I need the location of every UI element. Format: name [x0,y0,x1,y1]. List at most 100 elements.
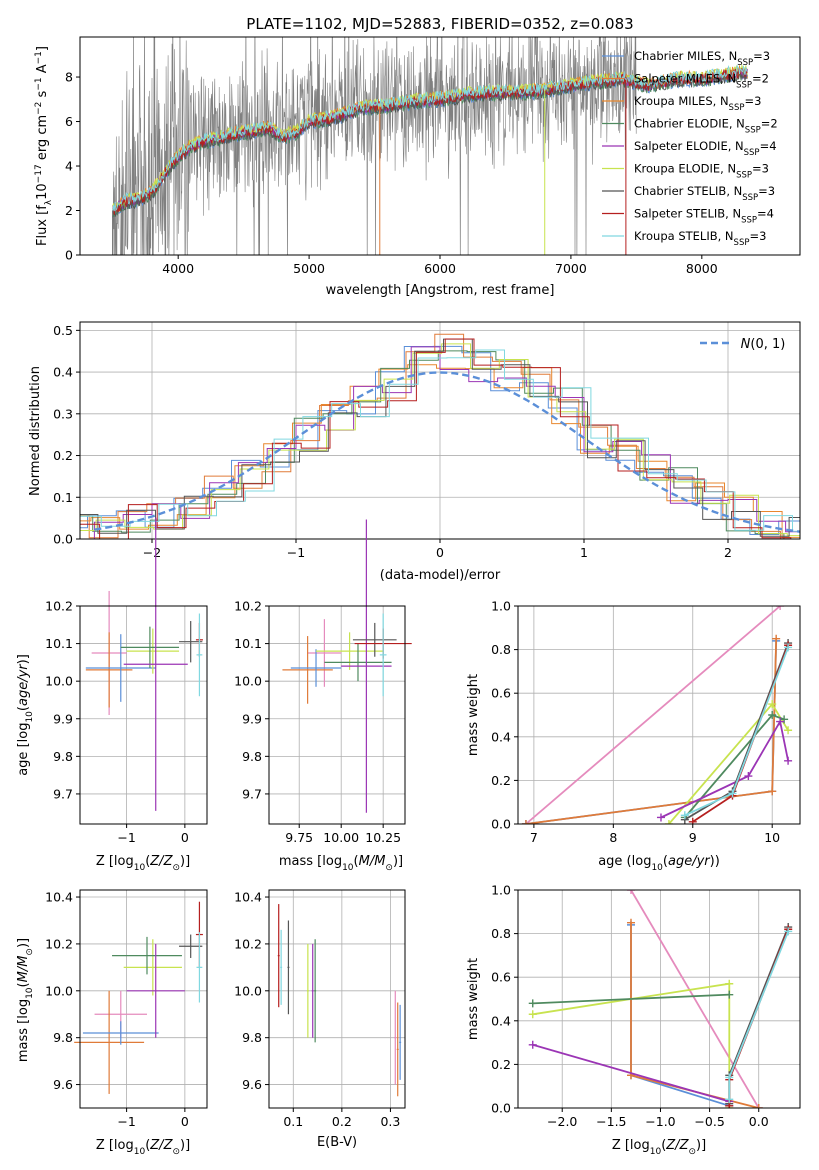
panel-ebv-mass: 0.1 0.2 0.3 9.6 9.8 10.0 10.2 10.4 E(B-V) [234,889,406,1150]
axes-frame [268,605,406,825]
spectrum-lines [112,37,748,255]
spectrum-y-label: Flux [fλ10−17 erg cm−2 s−1 A−1] [34,46,54,246]
y-tick-label: 10.0 [45,983,73,998]
model-spectrum-kroupa_stelib [112,64,748,213]
y-tick-label: 10.2 [234,599,262,614]
x-tick-label: 0 [181,830,189,845]
label-part: λ [44,199,54,205]
label-part: erg cm [35,115,50,164]
histogram-chabrier_stelib [80,338,800,537]
label-part: age [log [16,723,31,776]
plot-area-mass-age [282,519,412,813]
label-part: N [741,337,751,352]
weight-line-salpeter_miles [630,922,759,1108]
label-part: Z/Z [149,1138,173,1153]
legend-sub: SSP [736,81,752,91]
weight-marker [784,643,793,652]
y-tick-label: 0.1 [53,490,73,505]
plot-area-ebv-mass [277,904,402,1097]
weights-z-weight [528,890,793,1108]
axes-frame [517,605,801,825]
legend-entry: Kroupa ELODIE, NSSP=3 [634,162,769,181]
observed-spectrum [112,37,637,255]
legend-text: Salpeter STELIB, N [634,207,741,221]
x-tick-label: −2.0 [547,1114,577,1129]
legend-entry: Salpeter STELIB, NSSP=4 [634,207,774,226]
z-mass-x-label: Z [log10(Z/Z⊙)] [96,1138,190,1157]
y-tick-label: 2 [65,203,73,218]
x-tick-label: −0.5 [694,1114,724,1129]
y-tick-label: 10.1 [234,636,262,651]
panel-z-age: −1 09.79.89.910.010.110.2Z [log10(Z/Z⊙)]a… [16,517,208,873]
x-tick-label: 4000 [162,261,194,276]
x-tick-label: 10.00 [323,830,359,845]
y-tick-label: 0.2 [53,448,73,463]
legend-tail: =4 [760,139,777,153]
axes-z-mass: −1 09.69.810.010.210.4Z [log10(Z/Z⊙)]mass… [16,889,208,1157]
weight-line-pink [525,606,781,824]
label-part: s [35,90,50,101]
weight-marker [768,711,777,719]
z-weight-x-label: Z [log10(Z/Z⊙)] [612,1138,706,1157]
weight-marker [725,979,734,988]
label-part: ( [663,854,668,869]
age-weight-x-label: age (log10(age/yr)) [598,854,720,873]
weight-marker [776,717,785,726]
legend-sub: SSP [729,103,745,113]
plot-area-age-weight [521,606,793,824]
legend-entry: Chabrier MILES, NSSP=3 [634,49,770,68]
legend-tail: =3 [749,229,766,243]
axes-spectrum: 4000 5000 6000 7000 8000 0 2 4 6 8 wavelength [Ang… [34,36,801,298]
label-part: ⊙ [385,863,393,873]
label-part: mass [log [279,854,342,869]
x-tick-label: 10.25 [365,830,401,845]
weight-marker [521,820,530,824]
legend-sub: SSP [736,171,752,181]
label-part: ( [16,982,31,987]
errorbars-z-mass [74,901,203,1094]
y-tick-label: 9.6 [53,1077,73,1092]
legend-tail: =3 [758,184,775,198]
legend-text: Chabrier MILES, N [634,49,737,63]
legend-tail: =3 [752,162,769,176]
weight-line-pink [630,890,760,1108]
label-part: age (log [598,854,651,869]
label-part: )] [180,854,190,869]
y-tick-label: 4 [65,159,73,174]
weight-marker [528,1010,537,1019]
x-tick-label: 5000 [293,261,325,276]
legend-entry: Chabrier STELIB, NSSP=3 [634,184,775,203]
y-tick-label: 0.0 [53,532,73,547]
panel-z-weight: −2.0 −1.5 −1.0 −0.5 0.0 0.0 0.2 0.4 0.6 0.8 1.0 mas… [466,883,801,1157]
y-tick-label: 9.7 [242,786,262,801]
y-tick-label: 0 [65,248,73,263]
legend-entry: Kroupa MILES, NSSP=3 [634,94,761,113]
legend-entry: Salpeter ELODIE, NSSP=4 [634,139,777,158]
axes-frame [79,889,208,1109]
plot-area-z-weight [528,890,793,1108]
weight-marker [768,787,777,796]
x-tick-label: 8 [609,830,617,845]
y-tick-label: 9.8 [53,749,73,764]
x-tick-label: −1 [117,830,135,845]
y-tick-label: 10.0 [234,983,262,998]
label-part: A [35,64,50,77]
weight-line-salpeter_elodie [660,719,789,819]
legend-text: Kroupa MILES, N [634,94,729,108]
x-tick-label: 0 [436,545,444,560]
x-tick-label: −2 [143,545,161,560]
legend-tail: =4 [757,207,774,221]
label-part: 10 [651,863,663,873]
y-tick-label: 0.4 [491,729,511,744]
weight-marker [784,756,793,765]
label-part: Z/Z [665,1138,689,1153]
weight-marker [725,1095,734,1104]
panel-age-weight: 7 8 9 10 0.0 0.2 0.4 0.6 0.8 1.0 mass weight age (l… [466,599,801,873]
weight-marker [688,817,697,824]
histograms [80,333,800,539]
label-part: 10 [35,183,50,200]
y-tick-label: 0.2 [491,773,511,788]
x-tick-label: −1 [117,1114,135,1129]
label-part: 10 [134,1147,146,1157]
